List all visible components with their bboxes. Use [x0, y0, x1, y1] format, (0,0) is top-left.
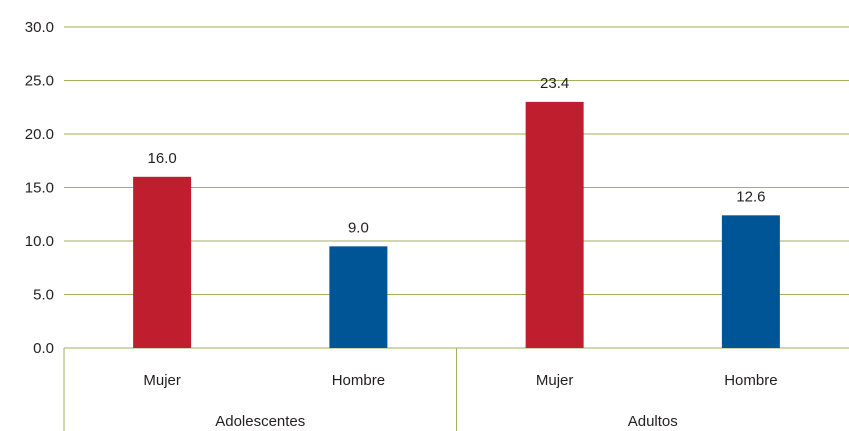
x-axis: Mujer Hombre Adolescentes Mujer Hombre Adulto…	[63, 348, 778, 431]
group-label: Adultos	[628, 413, 678, 430]
y-tick-label: 30.0	[25, 19, 54, 36]
bar-adultos-hombre	[721, 215, 780, 348]
category-label: Hombre	[724, 372, 777, 389]
y-tick-label: 20.0	[25, 126, 54, 143]
y-tick-label: 5.0	[33, 287, 54, 304]
gridlines	[64, 26, 849, 349]
data-label: 23.4	[540, 75, 569, 92]
bar-adultos-mujer	[525, 101, 584, 349]
category-label: Mujer	[536, 372, 574, 389]
bar-adolescentes-mujer	[133, 176, 192, 348]
y-tick-label: 15.0	[25, 180, 54, 197]
data-label: 9.0	[348, 219, 369, 236]
data-label: 12.6	[736, 188, 765, 205]
data-label: 16.0	[148, 150, 177, 167]
y-tick-label: 10.0	[25, 233, 54, 250]
category-label: Mujer	[143, 372, 181, 389]
bars	[133, 101, 780, 349]
y-axis-tick-labels: 0.0 5.0 10.0 15.0 20.0 25.0 30.0	[25, 19, 54, 357]
category-label: Hombre	[332, 372, 385, 389]
group-label: Adolescentes	[215, 413, 305, 430]
y-tick-label: 0.0	[33, 340, 54, 357]
bar-adolescentes-hombre	[329, 246, 388, 348]
data-labels: 16.0 9.0 23.4 12.6	[148, 75, 766, 236]
y-tick-label: 25.0	[25, 73, 54, 90]
